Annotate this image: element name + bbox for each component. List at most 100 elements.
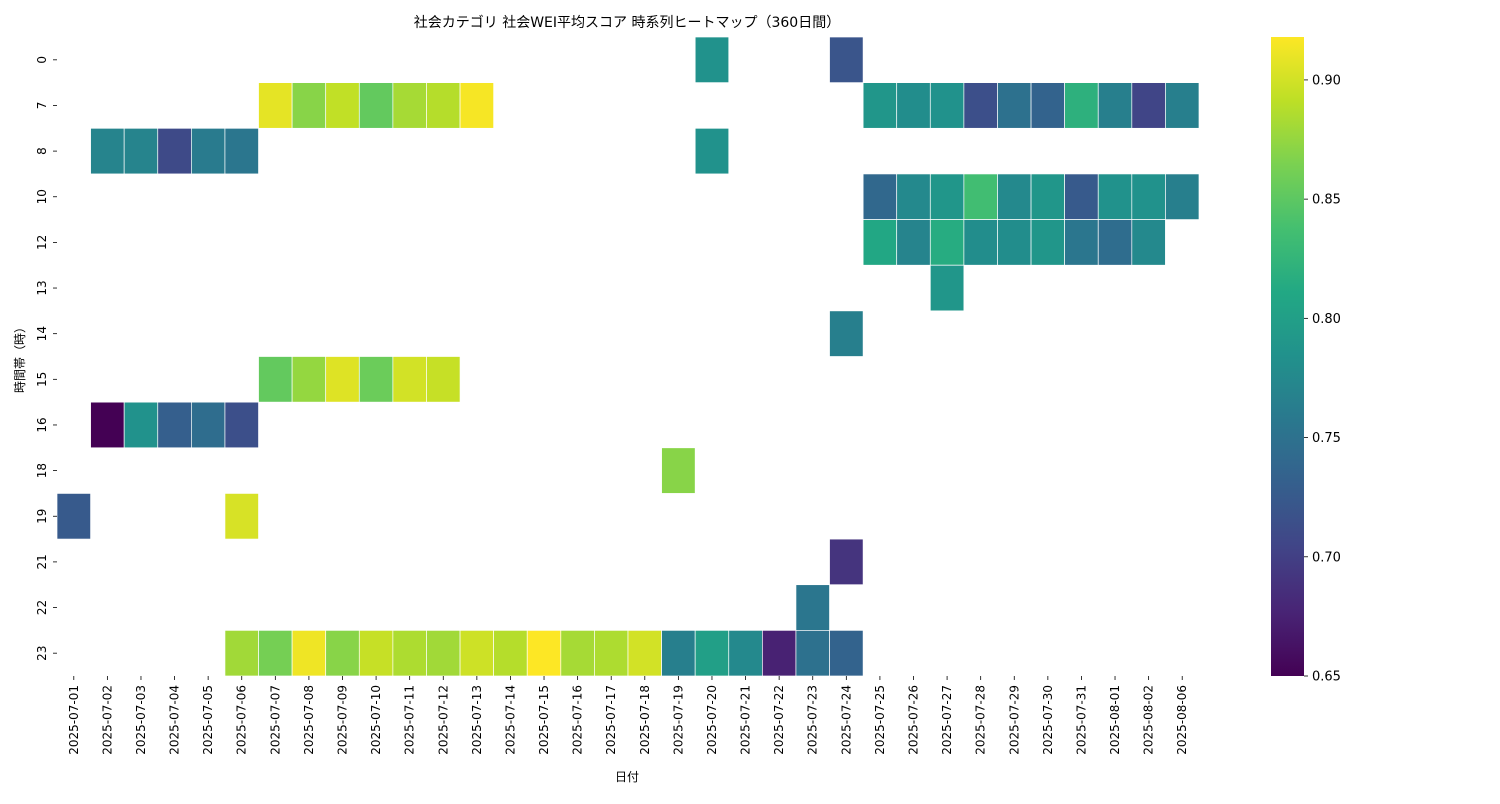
heatmap-cell bbox=[829, 310, 864, 357]
heatmap-cell bbox=[224, 401, 259, 449]
x-tick-label: 2025-07-20 bbox=[705, 685, 719, 755]
x-tick-label: 2025-07-25 bbox=[873, 685, 887, 755]
colorbar-tick-label: 0.70 bbox=[1312, 550, 1341, 565]
x-tick-label: 2025-07-19 bbox=[671, 685, 685, 755]
y-tick-label: 7 bbox=[35, 102, 49, 110]
x-tick-label: 2025-07-28 bbox=[974, 685, 988, 755]
heatmap-cell bbox=[862, 173, 898, 220]
heatmap-cell bbox=[661, 630, 696, 677]
heatmap-cell bbox=[829, 36, 864, 83]
heatmap-cell bbox=[661, 447, 696, 494]
heatmap-cell bbox=[291, 630, 327, 677]
y-tick-label: 0 bbox=[35, 56, 49, 64]
heatmap-cell bbox=[325, 356, 360, 403]
heatmap-cell bbox=[728, 630, 763, 677]
heatmap-cell bbox=[1064, 219, 1099, 266]
x-tick-label: 2025-07-01 bbox=[67, 685, 81, 755]
heatmap-cell bbox=[426, 630, 461, 677]
heatmap-cell bbox=[358, 356, 394, 403]
x-tick-label: 2025-07-22 bbox=[772, 685, 786, 755]
x-tick-label: 2025-07-23 bbox=[806, 685, 820, 755]
y-tick-label: 10 bbox=[35, 189, 49, 204]
heatmap-cell bbox=[694, 630, 730, 677]
heatmap-cell bbox=[862, 219, 898, 266]
heatmap-cell bbox=[358, 82, 394, 129]
x-axis-label: 日付 bbox=[615, 770, 639, 784]
heatmap-cell bbox=[258, 630, 293, 677]
heatmap-cell bbox=[258, 356, 293, 403]
heatmap-cell bbox=[1030, 173, 1065, 220]
heatmap-cell bbox=[123, 401, 159, 449]
heatmap-cell bbox=[358, 630, 394, 677]
heatmap-cell bbox=[929, 219, 965, 266]
y-axis: 0 7 8 10 12 13 14 15 16 18 19 21 22 23 bbox=[35, 56, 57, 661]
y-tick-label: 23 bbox=[35, 646, 49, 661]
heatmap-cell bbox=[594, 630, 629, 677]
heatmap-cell bbox=[224, 630, 259, 677]
x-tick-label: 2025-07-21 bbox=[739, 685, 753, 755]
heatmap-cell bbox=[325, 82, 360, 129]
colorbar-tick-label: 0.90 bbox=[1312, 73, 1341, 88]
heatmap-cell bbox=[1097, 82, 1133, 129]
x-tick-label: 2025-07-07 bbox=[268, 685, 282, 755]
x-tick-label: 2025-07-16 bbox=[571, 685, 585, 755]
heatmap-cell bbox=[191, 127, 226, 175]
x-tick-label: 2025-07-10 bbox=[369, 685, 383, 755]
heatmap-cell bbox=[762, 630, 797, 677]
x-tick-label: 2025-07-26 bbox=[907, 685, 921, 755]
heatmap-cell bbox=[829, 630, 864, 677]
chart-title: 社会カテゴリ 社会WEI平均スコア 時系列ヒートマップ（360日間） bbox=[414, 14, 840, 31]
x-tick-label: 2025-07-11 bbox=[403, 685, 417, 755]
heatmap-cell bbox=[1131, 219, 1166, 266]
heatmap-cell bbox=[90, 401, 125, 449]
heatmap-cell bbox=[862, 82, 898, 129]
x-tick-label: 2025-07-27 bbox=[940, 685, 954, 755]
heatmap-cell bbox=[997, 173, 1032, 220]
heatmap-cell bbox=[56, 493, 91, 540]
heatmap-cell bbox=[123, 127, 159, 175]
x-tick-label: 2025-07-18 bbox=[638, 685, 652, 755]
y-tick-label: 19 bbox=[35, 509, 49, 524]
heatmap-cell bbox=[493, 630, 528, 677]
heatmap-cell bbox=[1064, 82, 1099, 129]
heatmap-cell bbox=[997, 82, 1032, 129]
heatmap-cell bbox=[291, 356, 327, 403]
heatmap-cell bbox=[929, 82, 965, 129]
heatmap-cell bbox=[694, 127, 730, 175]
x-tick-label: 2025-07-02 bbox=[100, 685, 114, 755]
x-axis: 2025-07-01 2025-07-02 2025-07-03 2025-07-04… bbox=[67, 676, 1189, 755]
x-tick-label: 2025-07-04 bbox=[168, 685, 182, 755]
heatmap-cell bbox=[291, 82, 327, 129]
heatmap-cell bbox=[157, 401, 192, 449]
y-tick-label: 14 bbox=[35, 326, 49, 341]
heatmap-cells bbox=[56, 36, 1200, 677]
y-tick-label: 12 bbox=[35, 235, 49, 250]
heatmap-cell bbox=[526, 630, 562, 677]
heatmap-cell bbox=[392, 630, 427, 677]
heatmap-cell bbox=[694, 36, 730, 83]
colorbar-tick-label: 0.65 bbox=[1312, 670, 1341, 685]
x-tick-label: 2025-07-08 bbox=[302, 685, 316, 755]
y-tick-label: 16 bbox=[35, 417, 49, 432]
heatmap-cell bbox=[459, 630, 494, 677]
x-tick-label: 2025-08-06 bbox=[1175, 685, 1189, 755]
heatmap-cell bbox=[963, 219, 998, 266]
colorbar-tick-label: 0.80 bbox=[1312, 312, 1341, 327]
heatmap-cell bbox=[1030, 82, 1065, 129]
colorbar-axis: 0.65 0.70 0.75 0.80 0.85 0.90 bbox=[1304, 73, 1341, 685]
heatmap-cell bbox=[963, 82, 998, 129]
heatmap-cell bbox=[1165, 173, 1200, 220]
x-tick-label: 2025-07-14 bbox=[503, 685, 517, 755]
heatmap-cell bbox=[795, 584, 830, 631]
heatmap-cell bbox=[392, 356, 427, 403]
heatmap-cell bbox=[627, 630, 662, 677]
x-tick-label: 2025-07-24 bbox=[839, 685, 853, 755]
heatmap-cell bbox=[258, 82, 293, 129]
x-tick-label: 2025-07-17 bbox=[604, 685, 618, 755]
x-tick-label: 2025-07-06 bbox=[235, 685, 249, 755]
x-tick-label: 2025-07-13 bbox=[470, 685, 484, 755]
heatmap-cell bbox=[392, 82, 427, 129]
x-tick-label: 2025-07-29 bbox=[1007, 685, 1021, 755]
colorbar-tick-label: 0.85 bbox=[1312, 193, 1341, 208]
